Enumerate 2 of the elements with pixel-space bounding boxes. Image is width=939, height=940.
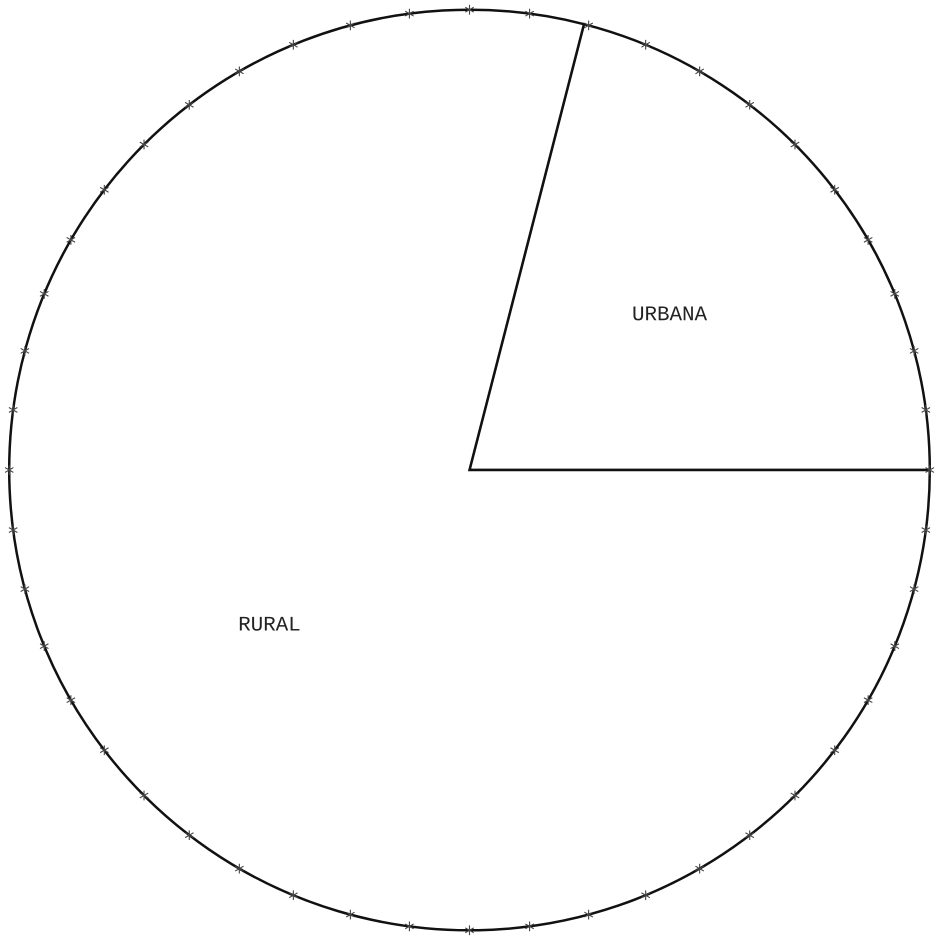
slice-label: URBANA: [633, 306, 708, 320]
slice-label: RURAL: [240, 616, 300, 631]
